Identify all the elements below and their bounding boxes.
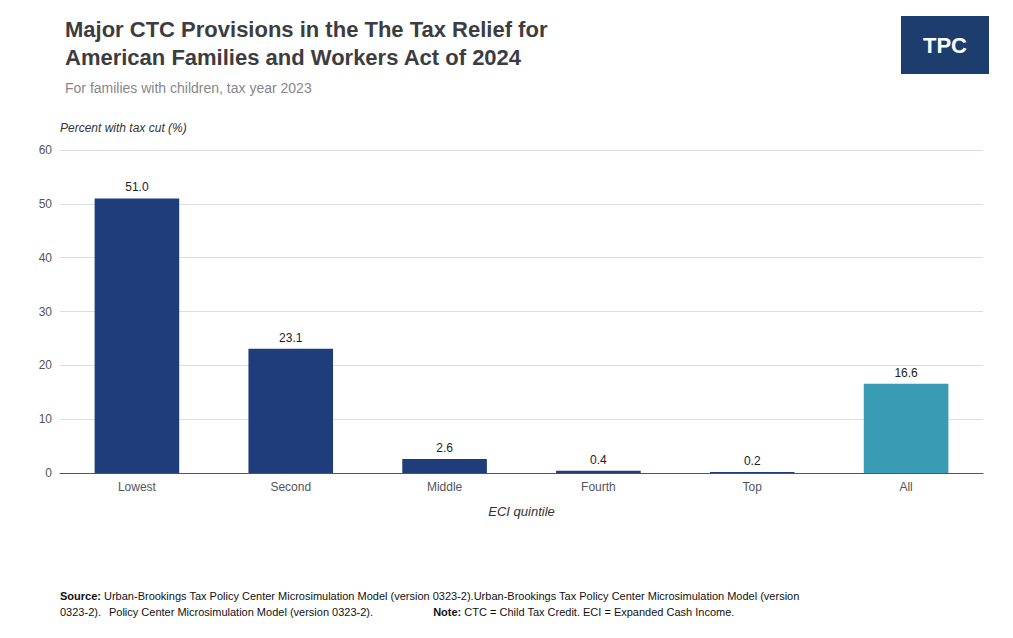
svg-text:TPC: TPC [923,33,967,58]
svg-text:Lowest: Lowest [118,480,157,494]
svg-text:0.4: 0.4 [590,453,607,467]
svg-text:Major CTC Provisions in the Th: Major CTC Provisions in the The Tax Reli… [65,17,548,42]
svg-text:Urban-Brookings Tax Policy Cen: Urban-Brookings Tax Policy Center Micros… [101,590,802,602]
svg-text:16.6: 16.6 [894,366,918,380]
svg-text:0.2: 0.2 [744,454,761,468]
svg-text:Source:: Source: [60,590,101,602]
svg-text:60: 60 [39,143,53,157]
svg-text:For families with children, ta: For families with children, tax year 202… [65,80,312,96]
svg-text:ECI quintile: ECI quintile [488,504,554,519]
svg-text:20: 20 [39,358,53,372]
svg-text:Percent with tax cut (%): Percent with tax cut (%) [60,121,187,135]
svg-text:51.0: 51.0 [125,180,149,194]
svg-text:CTC = Child Tax Credit. ECI =: CTC = Child Tax Credit. ECI = Expanded C… [461,606,734,618]
svg-text:American Families and Workers: American Families and Workers Act of 202… [65,45,522,70]
svg-text:40: 40 [39,251,53,265]
svg-text:0: 0 [45,466,52,480]
svg-text:30: 30 [39,305,53,319]
svg-text:All: All [899,480,912,494]
svg-text:23.1: 23.1 [279,331,303,345]
svg-text:Second: Second [270,480,311,494]
svg-text:2.6: 2.6 [436,441,453,455]
svg-text:0323-2).: 0323-2). [60,606,101,618]
svg-text:Fourth: Fourth [581,480,616,494]
svg-text:Top: Top [743,480,763,494]
svg-text:Note:: Note: [433,606,461,618]
svg-text:Policy Center Microsimulation: Policy Center Microsimulation Model (ver… [109,606,373,618]
svg-text:10: 10 [39,412,53,426]
svg-text:50: 50 [39,197,53,211]
svg-text:Middle: Middle [427,480,463,494]
